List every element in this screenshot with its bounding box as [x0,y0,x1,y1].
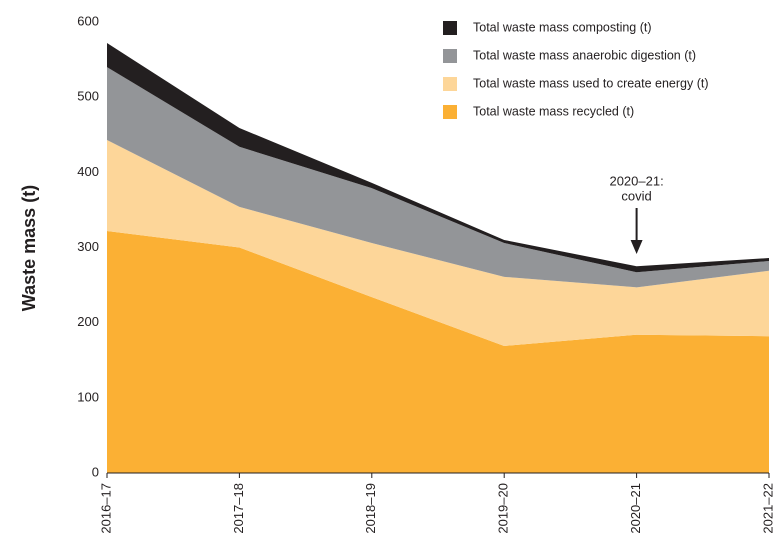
legend-label: Total waste mass anaerobic digestion (t) [473,48,696,62]
legend-label: Total waste mass recycled (t) [473,104,634,118]
legend-swatch [443,49,457,63]
y-tick-label: 200 [77,314,99,329]
y-tick-label: 0 [92,464,99,479]
y-tick-label: 600 [77,13,99,28]
x-tick-label: 2017–18 [231,483,246,534]
x-tick-label: 2018–19 [363,483,378,534]
y-axis-label: Waste mass (t) [19,185,39,311]
legend-swatch [443,77,457,91]
y-tick-label: 500 [77,89,99,104]
x-tick-label: 2019–20 [496,483,511,534]
x-tick-label: 2021–22 [760,483,775,534]
legend-swatch [443,21,457,35]
x-tick-label: 2016–17 [98,483,113,534]
area [107,230,769,473]
area [107,140,769,346]
legend-label: Total waste mass used to create energy (… [473,76,709,90]
legend-label: Total waste mass composting (t) [473,20,652,34]
y-tick-label: 100 [77,389,99,404]
y-tick-label: 300 [77,239,99,254]
area [107,67,769,288]
annotation: covid [621,188,651,203]
annotation-arrowhead [630,240,643,254]
legend-swatch [443,105,457,119]
x-tick-label: 2020–21 [628,483,643,534]
annotation: 2020–21: [609,173,663,188]
y-tick-label: 400 [77,164,99,179]
